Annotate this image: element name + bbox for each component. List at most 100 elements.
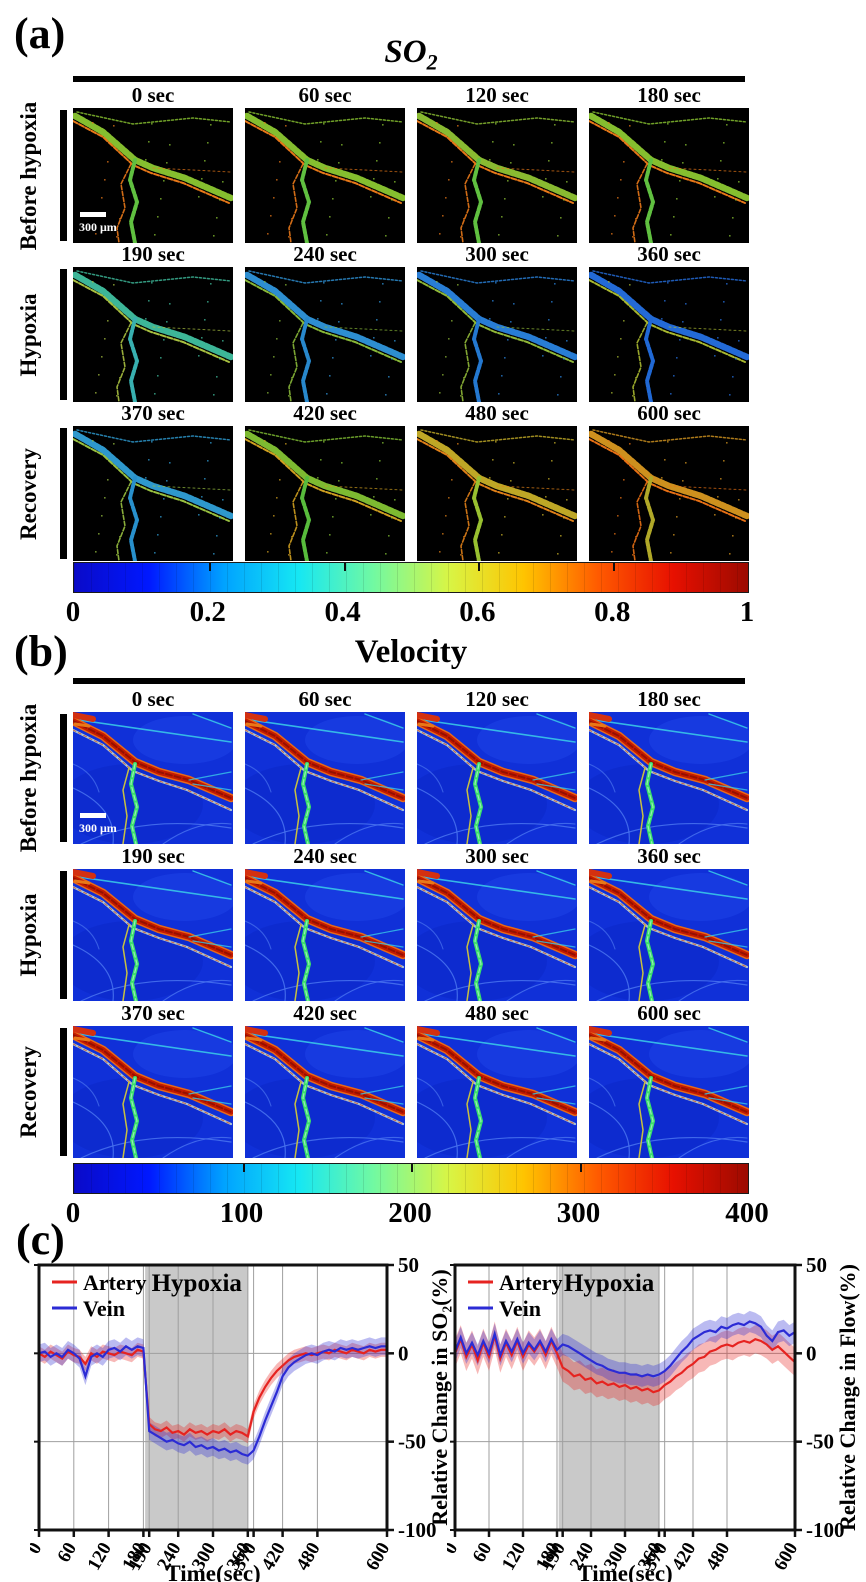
legend-label-artery: Artery <box>499 1270 563 1295</box>
colorbar-tick <box>242 1164 245 1172</box>
row-label: Recovery <box>0 1026 73 1158</box>
colorbar-tick-label: 0.6 <box>459 596 496 628</box>
velocity-map-image <box>589 869 749 1001</box>
velocity-map-image <box>417 869 577 1001</box>
legend-label-vein: Vein <box>499 1296 541 1321</box>
panel-b-label: (b) <box>14 627 68 676</box>
panel-row: Recovery 370 sec 420 sec 480 sec 600 sec <box>0 1002 866 1158</box>
row-label-bar <box>60 871 67 999</box>
row-label: Before hypoxia <box>0 704 73 852</box>
legend-label-vein: Vein <box>83 1296 125 1321</box>
row-label-text: Recovery <box>16 1046 41 1138</box>
colorbar-tick-label: 100 <box>219 1197 264 1229</box>
y-tick-label: 50 <box>806 1258 827 1277</box>
so2-map-image <box>73 267 233 402</box>
so2-map-image <box>245 426 405 561</box>
x-tick-label: 480 <box>702 1539 734 1574</box>
panel-a-title-text: SO <box>384 34 427 70</box>
velocity-map-image <box>417 1026 577 1158</box>
so2-map-image <box>245 108 405 243</box>
velocity-map-image <box>245 869 405 1001</box>
row-label-bar <box>60 110 67 241</box>
frame-time-label: 600 sec <box>637 401 701 425</box>
y-tick-label: 0 <box>398 1341 409 1365</box>
row-label: Recovery <box>0 426 73 561</box>
row-label-text: Before hypoxia <box>16 703 41 853</box>
vessel-frame: 190 sec <box>73 845 233 1001</box>
vessel-frame: 370 sec <box>73 402 233 561</box>
series-line-artery <box>455 1335 795 1394</box>
vessel-frame: 370 sec <box>73 1002 233 1158</box>
frame-time-label: 420 sec <box>293 1001 357 1025</box>
frame-time-label: 0 sec <box>131 687 175 711</box>
row-label: Hypoxia <box>0 869 73 1001</box>
x-axis-label: Time(sec) <box>577 1561 672 1582</box>
row-label-bar <box>60 1028 67 1156</box>
frame-time-label: 480 sec <box>465 1001 529 1025</box>
x-tick-label: 600 <box>770 1539 802 1574</box>
colorbar-tick-label: 200 <box>388 1197 432 1229</box>
row-label-bar <box>60 269 67 400</box>
y-axis-label: Relative Change in Flow(%) <box>835 1264 860 1531</box>
y-axis-label: Relative Change in SO₂(%) <box>427 1269 452 1526</box>
colorbar-tick-label: 300 <box>556 1197 601 1229</box>
row-label-text: Hypoxia <box>16 893 41 977</box>
hypoxia-shaded-region <box>558 1265 660 1530</box>
frame-time-label: 120 sec <box>465 83 529 107</box>
vessel-frame: 360 sec <box>589 845 749 1001</box>
x-tick-label: 600 <box>362 1539 394 1574</box>
so2-map-image: 300 μm <box>73 108 233 243</box>
panel-a-title: SO2 <box>73 36 749 74</box>
colorbar-tick <box>613 563 616 571</box>
colorbar-tick-label: 0.8 <box>594 596 631 628</box>
frame-time-label: 420 sec <box>293 401 357 425</box>
legend-label-artery: Artery <box>83 1270 147 1295</box>
panel-b-colorbar <box>73 1163 749 1194</box>
panel-a-title-rule <box>73 76 745 82</box>
vessel-frame: 120 sec <box>417 84 577 243</box>
row-label: Before hypoxia <box>0 101 73 250</box>
so2-map-image <box>417 267 577 402</box>
panel-b-title: Velocity <box>354 634 468 670</box>
panel-row: Before hypoxia 0 sec 300 μm 60 sec 120 sec 18… <box>0 84 866 250</box>
frame-time-label: 240 sec <box>293 844 357 868</box>
so2-map-image <box>417 426 577 561</box>
colorbar-tick <box>343 563 346 571</box>
so2-map-image <box>589 108 749 243</box>
x-tick-label: 120 <box>498 1539 530 1574</box>
colorbar-tick <box>411 1164 413 1172</box>
colorbar-tick-label: 0.2 <box>189 596 226 628</box>
x-tick-label: 0 <box>30 1539 46 1558</box>
so2-map-image <box>589 267 749 402</box>
frame-time-label: 300 sec <box>465 844 529 868</box>
y-tick-label: 50 <box>398 1258 419 1277</box>
x-tick-label: 120 <box>83 1539 115 1574</box>
row-label-bar <box>60 428 67 559</box>
vessel-frame: 480 sec <box>417 402 577 561</box>
panel-row: Hypoxia 190 sec 240 sec 300 sec 360 sec <box>0 243 866 402</box>
velocity-map-image <box>245 712 405 844</box>
panel-a-label: (a) <box>14 9 66 58</box>
y-tick-label: 0 <box>806 1341 817 1365</box>
vessel-frame: 190 sec <box>73 243 233 402</box>
colorbar-tick <box>208 563 211 571</box>
vessel-frame: 240 sec <box>245 243 405 402</box>
hypoxia-region-label: Hypoxia <box>564 1270 655 1297</box>
vessel-frame: 180 sec <box>589 688 749 844</box>
vessel-frame: 300 sec <box>417 243 577 402</box>
x-tick-label: 480 <box>292 1539 324 1574</box>
frame-time-label: 0 sec <box>131 83 175 107</box>
so2-map-image <box>417 108 577 243</box>
velocity-map-image <box>589 1026 749 1158</box>
frame-time-label: 360 sec <box>637 242 701 266</box>
vessel-frame: 0 sec 300 μm <box>73 84 233 243</box>
vessel-frame: 240 sec <box>245 845 405 1001</box>
frame-time-label: 190 sec <box>121 242 185 266</box>
x-tick-label: 420 <box>668 1539 700 1574</box>
colorbar-tick <box>579 1164 582 1172</box>
frame-time-label: 370 sec <box>121 1001 185 1025</box>
colorbar-tick-label: 400 <box>725 1197 769 1229</box>
y-tick-label: -50 <box>398 1430 426 1454</box>
so2-map-image <box>245 267 405 402</box>
